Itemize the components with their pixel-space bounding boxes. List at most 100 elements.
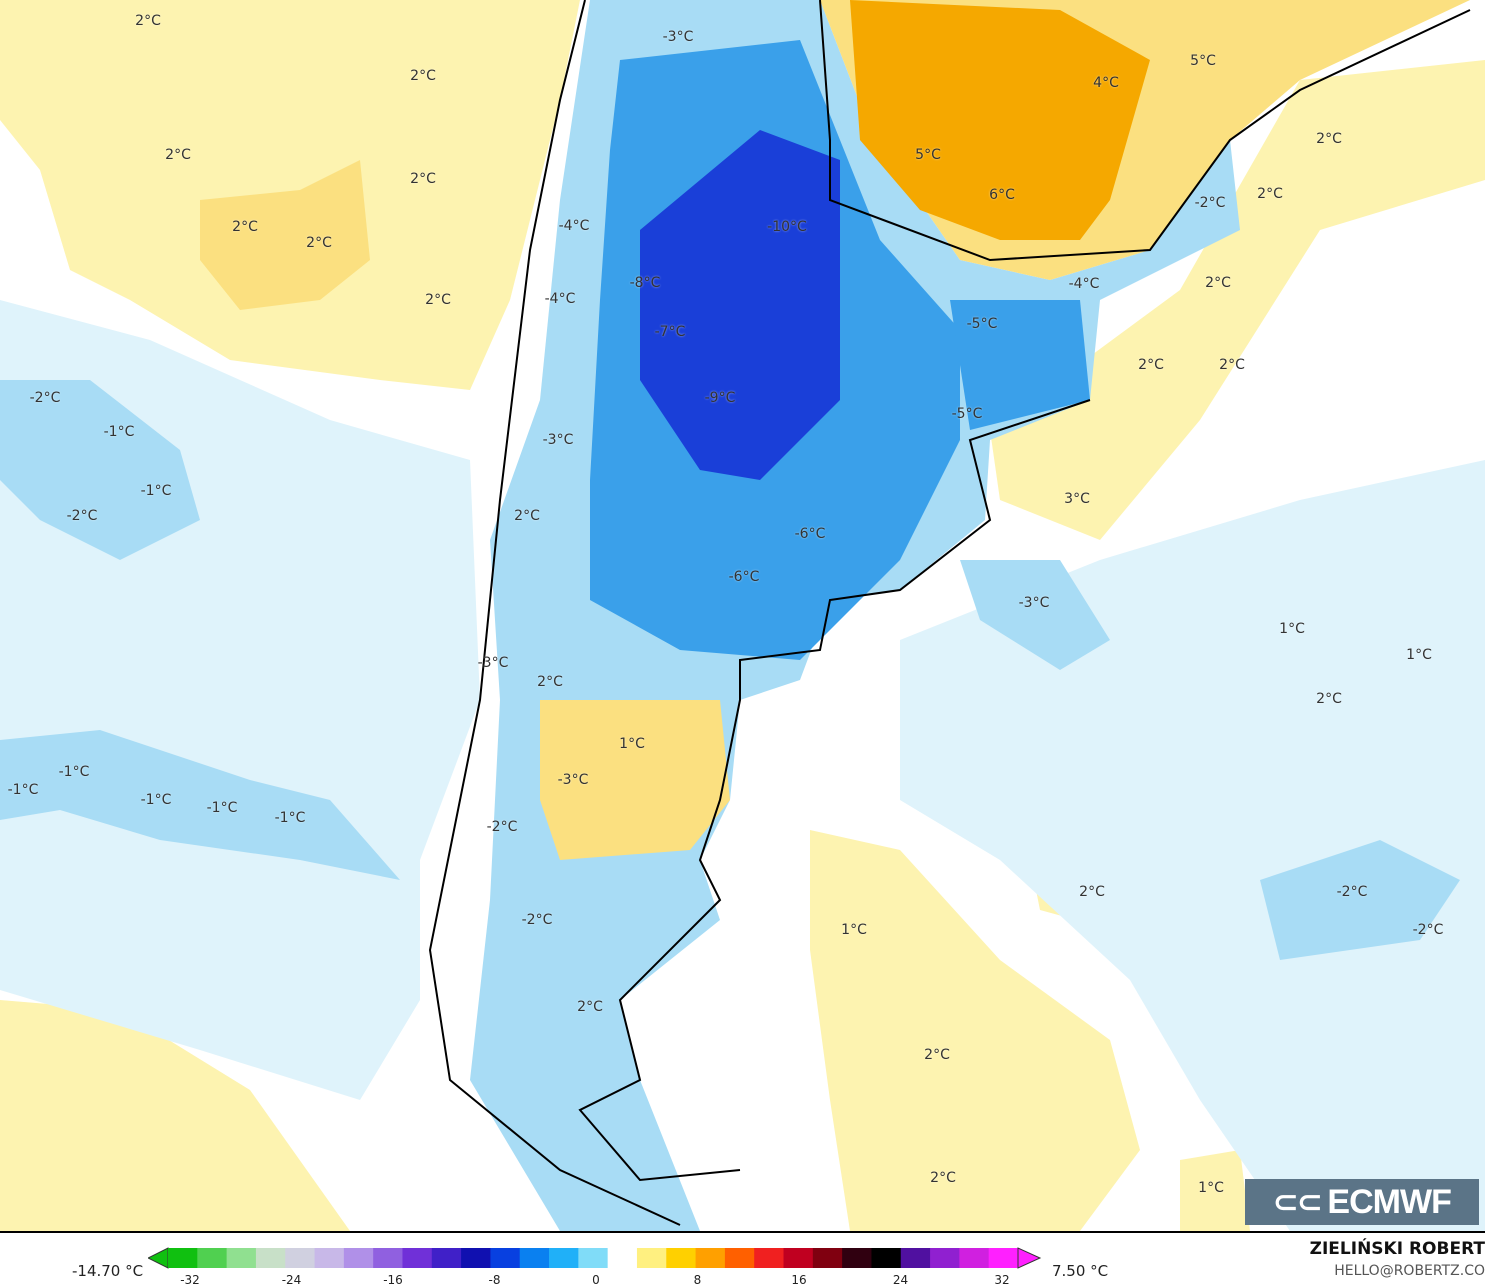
isotherm-label: 2°C xyxy=(514,508,540,524)
isotherm-label: -1°C xyxy=(274,810,306,826)
logo-text: ECMWF xyxy=(1327,1182,1451,1221)
colorbar-segment xyxy=(226,1248,257,1268)
isotherm-label: -4°C xyxy=(1068,276,1100,292)
colorbar-segment xyxy=(431,1248,462,1268)
isotherm-label: -4°C xyxy=(558,218,590,234)
colorbar-tick: -16 xyxy=(383,1273,403,1287)
coastline xyxy=(428,0,1471,1226)
cold-region xyxy=(960,560,1110,670)
isotherm-label: 2°C xyxy=(306,235,332,251)
isotherm-label: 6°C xyxy=(989,187,1015,203)
colorbar-segment xyxy=(343,1248,374,1268)
colorbar-segment xyxy=(695,1248,726,1268)
isotherm-label: -8°C xyxy=(629,275,661,291)
isotherm-label: 2°C xyxy=(924,1047,950,1063)
isotherm-label: -2°C xyxy=(486,819,518,835)
isotherm-label: 2°C xyxy=(930,1170,956,1186)
colorbar-tick: 32 xyxy=(994,1273,1010,1287)
isotherm-label: -6°C xyxy=(728,569,760,585)
isotherm-label: -1°C xyxy=(7,782,39,798)
isotherm-label: 2°C xyxy=(1257,186,1283,202)
isotherm-label: 1°C xyxy=(1406,647,1432,663)
colorbar-tick: -8 xyxy=(488,1273,501,1287)
colorbar-segment xyxy=(900,1248,931,1268)
colorbar-segment xyxy=(871,1248,902,1268)
colorbar-segment xyxy=(519,1248,550,1268)
isotherm-label: 4°C xyxy=(1093,75,1119,91)
isotherm-label: 2°C xyxy=(1205,275,1231,291)
colorbar-segment xyxy=(607,1248,638,1268)
colorbar-segment xyxy=(812,1248,843,1268)
isotherm-label: 1°C xyxy=(619,736,645,752)
isotherm-label: 2°C xyxy=(1079,884,1105,900)
warm-land xyxy=(540,700,730,860)
map-fields xyxy=(0,0,1485,1231)
colorbar-segment xyxy=(754,1248,785,1268)
warm-region xyxy=(810,830,1140,1231)
isotherm-label: -3°C xyxy=(557,772,589,788)
isotherm-label: -2°C xyxy=(29,390,61,406)
isotherm-label: -2°C xyxy=(521,912,553,928)
author-credit: ZIELIŃSKI ROBERT xyxy=(1309,1239,1485,1259)
isotherm-label: -1°C xyxy=(206,800,238,816)
isotherm-label: 2°C xyxy=(1219,357,1245,373)
colorbar-segment xyxy=(988,1248,1019,1268)
isotherm-label: 1°C xyxy=(841,922,867,938)
colorbar-segment xyxy=(549,1248,579,1268)
isotherm-label: 2°C xyxy=(537,674,563,690)
isotherm-label: 2°C xyxy=(410,171,436,187)
isotherm-label: -4°C xyxy=(544,291,576,307)
isotherm-label: 5°C xyxy=(915,147,941,163)
colorbar-segment xyxy=(842,1248,872,1268)
isotherm-label: -3°C xyxy=(542,432,574,448)
colorbar-segment xyxy=(930,1248,960,1268)
colorbar-segment xyxy=(255,1248,286,1268)
isotherm-label: -2°C xyxy=(1194,195,1226,211)
warm-region xyxy=(0,1000,350,1231)
isotherm-label: 2°C xyxy=(577,999,603,1015)
isotherm-label: 2°C xyxy=(1316,131,1342,147)
colorbar-segment xyxy=(666,1248,697,1268)
isotherm-label: 5°C xyxy=(1190,53,1216,69)
colorbar-tick: 8 xyxy=(693,1273,702,1287)
colorbar-segment xyxy=(578,1248,609,1268)
temperature-anomaly-map: 2°C 2°C 2°C 2°C 2°C 2°C 2°C -3°C 5°C 4°C 2°C 5°C 6°C… xyxy=(0,0,1485,1233)
isotherm-label: -6°C xyxy=(794,526,826,542)
colorbar-tick: -24 xyxy=(281,1273,302,1287)
isotherm-label: 2°C xyxy=(165,147,191,163)
warm-region xyxy=(990,60,1485,540)
colorbar-tick: 24 xyxy=(892,1273,909,1287)
colorbar-segment xyxy=(461,1248,491,1268)
colorbar-segment xyxy=(285,1248,316,1268)
warm-region xyxy=(1180,1150,1250,1231)
isotherm-label: 1°C xyxy=(1279,621,1305,637)
min-value: -14.70 °C xyxy=(72,1262,144,1280)
isotherm-label: -2°C xyxy=(66,508,98,524)
colorbar-segment xyxy=(783,1248,814,1268)
isotherm-label: -10°C xyxy=(767,219,807,235)
colorbar-min-arrow xyxy=(148,1247,169,1269)
isotherm-label: -3°C xyxy=(477,655,509,671)
cold-core xyxy=(640,130,840,480)
ecmwf-mark-icon: ⊂⊂ xyxy=(1273,1185,1322,1219)
isotherm-label: -5°C xyxy=(951,406,983,422)
colorbar-max-arrow xyxy=(1017,1247,1042,1269)
isotherm-label: -3°C xyxy=(1018,595,1050,611)
author-email: HELLO@ROBERTZ.CO xyxy=(1334,1263,1485,1279)
isotherm-label: 2°C xyxy=(1316,691,1342,707)
isotherm-label: -5°C xyxy=(966,316,998,332)
warm-region xyxy=(200,160,370,310)
cold-core xyxy=(950,300,1090,430)
colorbar-segment xyxy=(197,1248,228,1268)
colorbar-segment xyxy=(724,1248,755,1268)
colorbar xyxy=(148,1247,1042,1269)
colorbar-segment xyxy=(168,1248,198,1268)
color-legend: -14.70 °C -32 -24 -16 -8 0 8 16 24 32 7.50 °C ZI… xyxy=(0,1233,1485,1287)
colorbar-segment xyxy=(373,1248,403,1268)
ecmwf-logo: ⊂⊂ ECMWF xyxy=(1245,1179,1479,1225)
isotherm-label: 3°C xyxy=(1064,491,1090,507)
isotherm-label: 2°C xyxy=(410,68,436,84)
cold-region xyxy=(0,730,400,880)
colorbar-segment xyxy=(636,1248,667,1268)
warm-land xyxy=(850,0,1150,240)
